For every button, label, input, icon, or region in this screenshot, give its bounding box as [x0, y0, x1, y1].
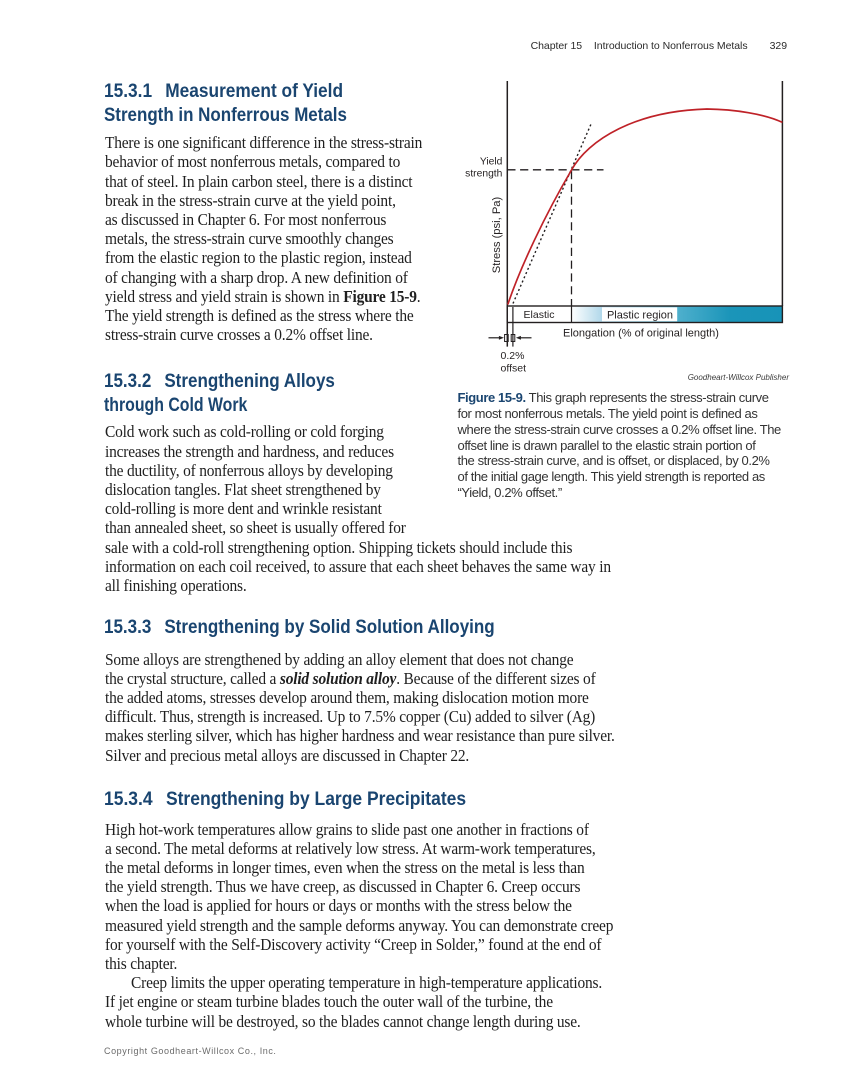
svg-text:Elongation (% of original leng: Elongation (% of original length) — [563, 328, 719, 340]
svg-text:Stress (psi, Pa): Stress (psi, Pa) — [491, 196, 503, 273]
svg-text:Yield: Yield — [480, 156, 503, 167]
svg-text:Plastic region: Plastic region — [607, 309, 673, 321]
svg-text:Elastic: Elastic — [524, 309, 555, 321]
svg-text:strength: strength — [465, 169, 502, 180]
svg-text:0.2%: 0.2% — [501, 350, 525, 362]
svg-text:offset: offset — [501, 362, 527, 374]
